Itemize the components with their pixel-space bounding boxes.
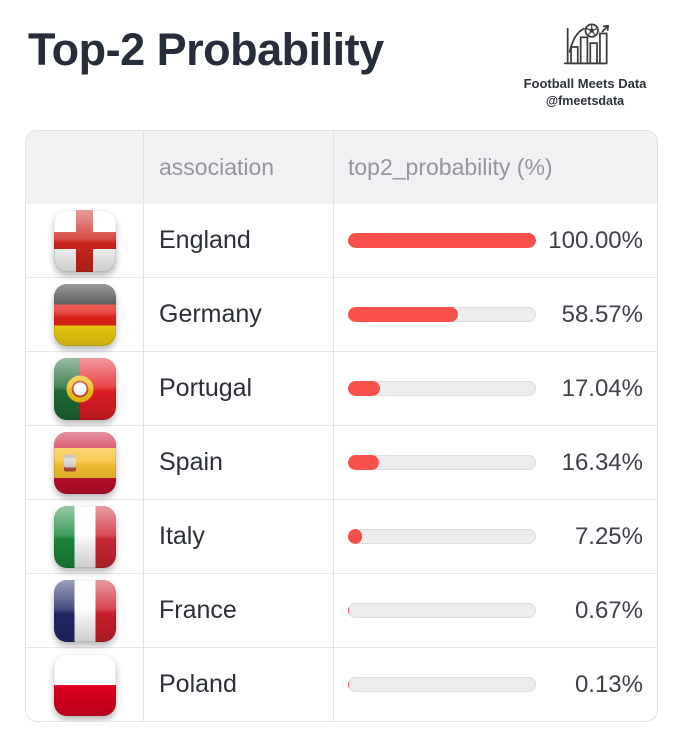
flag-cell bbox=[26, 278, 143, 351]
probability-value: 58.57% bbox=[561, 300, 643, 328]
probability-bar-track bbox=[348, 455, 536, 470]
brand-handle: @fmeetsdata bbox=[545, 94, 625, 108]
germany-flag-icon bbox=[53, 283, 116, 346]
table-row: Portugal 17.04% bbox=[26, 351, 657, 425]
flag-cell bbox=[26, 352, 143, 425]
table-row: Spain 16.34% bbox=[26, 425, 657, 499]
association-column-header: association bbox=[143, 131, 333, 204]
portugal-flag-icon bbox=[53, 357, 116, 420]
probability-bar-fill bbox=[348, 307, 459, 322]
flag-cell bbox=[26, 204, 143, 277]
page-title: Top-2 Probability bbox=[28, 24, 384, 75]
brand-name: Football Meets Data bbox=[523, 76, 647, 91]
flag-cell bbox=[26, 426, 143, 499]
probability-value: 100.00% bbox=[548, 226, 643, 254]
association-cell: Spain bbox=[143, 426, 333, 499]
association-cell: Poland bbox=[143, 648, 333, 721]
flag-column-header bbox=[26, 131, 143, 204]
table-row: Italy 7.25% bbox=[26, 499, 657, 573]
association-cell: Portugal bbox=[143, 352, 333, 425]
probability-bar-fill bbox=[348, 381, 381, 396]
probability-value: 16.34% bbox=[561, 448, 643, 476]
probability-column-header: top2_probability (%) bbox=[333, 131, 657, 204]
flag-cell bbox=[26, 500, 143, 573]
probability-bar-track bbox=[348, 307, 536, 322]
association-cell: Italy bbox=[143, 500, 333, 573]
italy-flag-icon bbox=[53, 505, 116, 568]
france-flag-icon bbox=[53, 579, 116, 642]
table-body: England 100.00% Germany 58.57% Portugal bbox=[26, 204, 657, 721]
probability-cell: 7.25% bbox=[333, 500, 657, 573]
association-name: Portugal bbox=[159, 374, 253, 402]
association-name: Spain bbox=[159, 448, 223, 476]
association-cell: France bbox=[143, 574, 333, 647]
table-row: Germany 58.57% bbox=[26, 277, 657, 351]
association-name: France bbox=[159, 596, 237, 624]
flag-cell bbox=[26, 574, 143, 647]
probability-value: 0.67% bbox=[574, 596, 643, 624]
association-name: Germany bbox=[159, 300, 262, 328]
england-flag-icon bbox=[53, 209, 116, 272]
probability-bar-fill bbox=[348, 233, 536, 248]
table-row: England 100.00% bbox=[26, 204, 657, 277]
brand-logo: Football Meets Data @fmeetsdata bbox=[515, 22, 655, 108]
probability-bar-track bbox=[348, 381, 536, 396]
probability-cell: 58.57% bbox=[333, 278, 657, 351]
probability-bar-track bbox=[348, 677, 536, 692]
probability-table: association top2_probability (%) England… bbox=[25, 130, 658, 722]
probability-value: 7.25% bbox=[574, 522, 643, 550]
association-name: Italy bbox=[159, 522, 205, 550]
probability-bar-track bbox=[348, 603, 536, 618]
football-bar-chart-icon bbox=[515, 22, 655, 70]
flag-cell bbox=[26, 648, 143, 721]
association-cell: Germany bbox=[143, 278, 333, 351]
association-name: Poland bbox=[159, 670, 237, 698]
probability-cell: 17.04% bbox=[333, 352, 657, 425]
probability-cell: 16.34% bbox=[333, 426, 657, 499]
table-header-row: association top2_probability (%) bbox=[26, 131, 657, 204]
probability-cell: 0.13% bbox=[333, 648, 657, 721]
probability-cell: 100.00% bbox=[333, 204, 657, 277]
probability-value: 0.13% bbox=[574, 670, 643, 698]
probability-cell: 0.67% bbox=[333, 574, 657, 647]
probability-bar-fill bbox=[348, 603, 350, 618]
probability-bar-track bbox=[348, 233, 536, 248]
poland-flag-icon bbox=[53, 653, 116, 716]
association-cell: England bbox=[143, 204, 333, 277]
association-name: England bbox=[159, 226, 251, 254]
spain-flag-icon bbox=[53, 431, 116, 494]
table-row: France 0.67% bbox=[26, 573, 657, 647]
probability-bar-fill bbox=[348, 455, 379, 470]
probability-bar-track bbox=[348, 529, 536, 544]
table-row: Poland 0.13% bbox=[26, 647, 657, 721]
probability-value: 17.04% bbox=[561, 374, 643, 402]
probability-bar-fill bbox=[348, 529, 362, 544]
